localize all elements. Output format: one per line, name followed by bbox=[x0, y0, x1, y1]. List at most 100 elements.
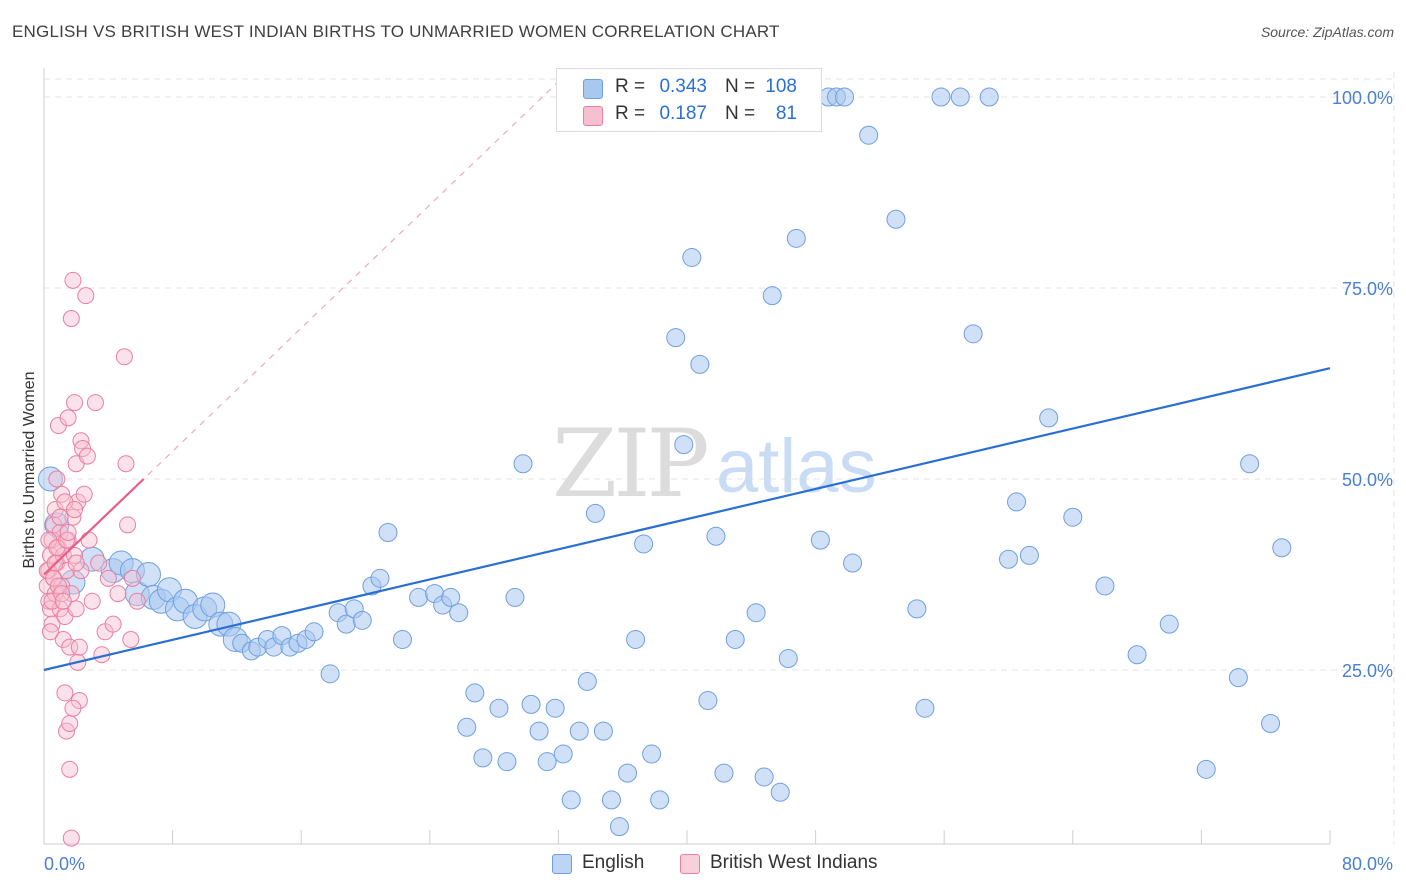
bwi-point-27 bbox=[61, 760, 79, 778]
bwi-point-31 bbox=[64, 271, 82, 289]
bwi-point-11 bbox=[48, 470, 66, 488]
bwi-point-35 bbox=[67, 600, 85, 618]
english-point-43 bbox=[449, 603, 469, 623]
correlation-legend: R = 0.343 N = 108 R = 0.187 N = 81 bbox=[556, 68, 822, 132]
english-point-107 bbox=[1240, 454, 1260, 474]
x-tick-label-max: 80.0% bbox=[1342, 854, 1393, 874]
bwi-r-label: R = bbox=[615, 103, 646, 124]
english-point-42 bbox=[441, 587, 461, 607]
bwi-point-58 bbox=[119, 516, 137, 534]
english-point-51 bbox=[521, 694, 541, 714]
english-point-70 bbox=[682, 247, 702, 267]
english-point-65 bbox=[634, 534, 654, 554]
bwi-n-label: N = bbox=[725, 103, 756, 124]
english-point-67 bbox=[650, 790, 670, 810]
english-point-97 bbox=[1196, 759, 1216, 779]
english-point-45 bbox=[465, 683, 485, 703]
english-point-78 bbox=[762, 286, 782, 306]
bwi-point-77 bbox=[62, 829, 80, 847]
y-axis-label: Births to Unmarried Women bbox=[21, 371, 38, 569]
english-point-90 bbox=[915, 698, 935, 718]
bwi-point-59 bbox=[122, 630, 140, 648]
english-point-34 bbox=[352, 610, 372, 630]
y-tick-label-100: 100.0% bbox=[1332, 88, 1393, 108]
english-point-87 bbox=[859, 125, 879, 145]
english-point-100 bbox=[1095, 576, 1115, 596]
english-point-104 bbox=[1272, 538, 1292, 558]
english-point-48 bbox=[497, 752, 517, 772]
english-point-93 bbox=[963, 324, 983, 344]
english-point-68 bbox=[666, 328, 686, 348]
english-point-59 bbox=[585, 503, 605, 523]
english-point-44 bbox=[457, 717, 477, 737]
bwi-point-79 bbox=[66, 501, 84, 519]
bwi-point-48 bbox=[83, 592, 101, 610]
english-point-46 bbox=[473, 748, 493, 768]
bwi-point-45 bbox=[77, 287, 95, 305]
english-point-54 bbox=[545, 698, 565, 718]
bwi-point-28 bbox=[61, 638, 79, 656]
english-point-57 bbox=[569, 721, 589, 741]
english-point-106 bbox=[1007, 492, 1027, 512]
bwi-point-46 bbox=[78, 447, 96, 465]
english-point-55 bbox=[553, 744, 573, 764]
bwi-point-55 bbox=[109, 585, 127, 603]
english-r-label: R = bbox=[615, 76, 646, 97]
english-point-69 bbox=[674, 435, 694, 455]
bwi-point-76 bbox=[61, 714, 79, 732]
english-point-39 bbox=[409, 587, 429, 607]
bwi-point-25 bbox=[59, 409, 77, 427]
english-n-label: N = bbox=[725, 76, 756, 97]
english-point-98 bbox=[1228, 668, 1248, 688]
english-legend-label: English bbox=[582, 852, 645, 873]
english-point-74 bbox=[714, 763, 734, 783]
english-point-85 bbox=[835, 87, 855, 107]
bwi-swatch bbox=[583, 106, 603, 126]
bwi-r-value: 0.187 bbox=[659, 103, 707, 124]
bwi-point-29 bbox=[62, 310, 80, 328]
bwi-trend-extended bbox=[43, 81, 559, 575]
bwi-point-56 bbox=[115, 348, 133, 366]
english-point-105 bbox=[1039, 408, 1059, 428]
english-point-49 bbox=[505, 587, 525, 607]
english-point-79 bbox=[770, 782, 790, 802]
english-point-58 bbox=[577, 671, 597, 691]
y-tick-label-25: 25.0% bbox=[1342, 661, 1393, 681]
english-point-75 bbox=[725, 629, 745, 649]
bwi-point-44 bbox=[75, 485, 93, 503]
english-point-0 bbox=[37, 466, 63, 492]
y-tick-label-50: 50.0% bbox=[1342, 470, 1393, 490]
english-point-96 bbox=[1019, 545, 1039, 565]
english-point-81 bbox=[786, 228, 806, 248]
bwi-point-54 bbox=[104, 615, 122, 633]
bwi-trend-line bbox=[43, 478, 145, 576]
bwi-point-53 bbox=[99, 569, 117, 587]
bwi-point-39 bbox=[70, 638, 88, 656]
english-point-56 bbox=[561, 790, 581, 810]
english-point-8 bbox=[135, 562, 161, 587]
english-point-95 bbox=[999, 549, 1018, 569]
bwi-point-57 bbox=[117, 455, 135, 473]
bwi-point-50 bbox=[90, 554, 108, 572]
english-point-72 bbox=[698, 691, 718, 711]
english-point-101 bbox=[1127, 645, 1147, 665]
english-point-80 bbox=[778, 649, 798, 669]
english-point-73 bbox=[706, 526, 726, 546]
english-point-92 bbox=[950, 87, 970, 107]
bwi-point-49 bbox=[86, 394, 104, 412]
english-point-64 bbox=[626, 629, 646, 649]
english-point-66 bbox=[642, 744, 662, 764]
english-r-value: 0.343 bbox=[659, 76, 707, 97]
bwi-point-60 bbox=[123, 569, 141, 587]
bwi-n-value: 81 bbox=[775, 103, 797, 124]
bwi-point-47 bbox=[80, 531, 98, 549]
bwi-point-72 bbox=[54, 592, 72, 610]
bwi-point-75 bbox=[59, 523, 77, 541]
english-point-86 bbox=[843, 553, 863, 573]
english-point-37 bbox=[378, 522, 398, 542]
english-point-50 bbox=[513, 454, 533, 474]
english-n-value: 108 bbox=[765, 76, 797, 97]
english-point-62 bbox=[609, 817, 629, 837]
bwi-point-33 bbox=[66, 394, 84, 412]
watermark-atlas: atlas bbox=[716, 424, 877, 509]
